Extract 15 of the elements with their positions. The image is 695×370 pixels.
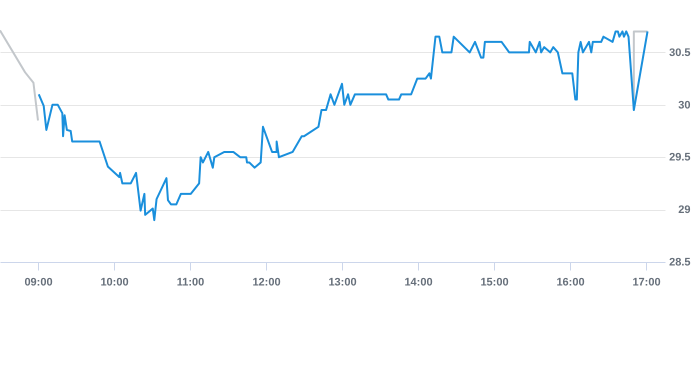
line-series	[38, 30, 649, 222]
x-tick-label: 16:00	[556, 276, 585, 288]
x-tick-label: 13:00	[328, 276, 357, 288]
x-tick-label: 14:00	[404, 276, 433, 288]
x-tick-label: 10:00	[100, 276, 129, 288]
y-tick-label: 30.5	[669, 46, 690, 59]
x-tick-label: 17:00	[632, 276, 661, 288]
x-tick-label: 11:00	[176, 276, 204, 288]
y-tick-label: 29	[678, 204, 690, 216]
x-tick-label: 12:00	[252, 276, 281, 288]
y-tick-label: 30	[678, 99, 690, 112]
y-tick-label: 29.5	[669, 152, 690, 164]
y-tick-label: 28.5	[669, 256, 690, 268]
x-tick-label: 09:00	[24, 276, 53, 288]
x-tick-label: 15:00	[480, 276, 509, 288]
